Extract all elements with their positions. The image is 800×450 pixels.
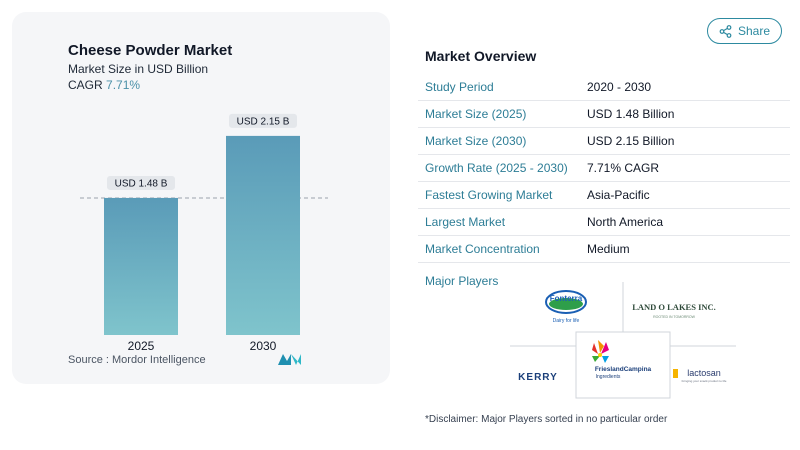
bar-2025 <box>104 197 178 335</box>
kerry-name: KERRY <box>518 372 558 383</box>
frieslandcampina-tagline: Ingredients <box>596 374 621 380</box>
overview-key: Growth Rate (2025 - 2030) <box>425 161 568 175</box>
source-text: Source : Mordor Intelligence <box>68 354 206 366</box>
share-button[interactable]: Share <box>707 18 782 44</box>
overview-key: Market Concentration <box>425 242 540 256</box>
overview-key: Study Period <box>425 80 494 94</box>
share-icon <box>719 24 732 38</box>
players-grid: Fonterra Dairy for life LAND O LAKES INC… <box>510 282 736 399</box>
chart-title: Cheese Powder Market <box>68 42 233 59</box>
land-o-lakes-logo-icon: LAND O LAKES INC. ROOTED IN TOMORROW <box>632 302 716 319</box>
overview-row: Growth Rate (2025 - 2030) 7.71% CAGR <box>418 155 790 182</box>
data-label: USD 1.48 B <box>115 178 168 189</box>
land-o-lakes-tagline: ROOTED IN TOMORROW <box>653 315 696 319</box>
overview-row: Study Period 2020 - 2030 <box>418 74 790 101</box>
overview-key: Fastest Growing Market <box>425 188 553 202</box>
frieslandcampina-name: FrieslandCampina <box>595 366 652 373</box>
overview-table: Study Period 2020 - 2030 Market Size (20… <box>418 74 790 263</box>
disclaimer: *Disclaimer: Major Players sorted in no … <box>425 414 668 425</box>
overview-row: Market Size (2025) USD 1.48 Billion <box>418 101 790 128</box>
overview-value: Medium <box>587 242 630 256</box>
data-label: USD 2.15 B <box>237 116 290 127</box>
lactosan-name: lactosan <box>687 368 721 378</box>
chart-subtitle: Market Size in USD Billion <box>68 62 209 76</box>
overview-value: USD 1.48 Billion <box>587 107 675 121</box>
lactosan-tagline: bringing your snack product to life <box>682 379 727 383</box>
overview-value: 7.71% CAGR <box>587 161 660 175</box>
data-label-bg <box>229 113 297 128</box>
lactosan-logo-icon: lactosan bringing your snack product to … <box>673 368 727 383</box>
bar-2030 <box>226 135 300 335</box>
fonterra-name: Fonterra <box>550 294 583 303</box>
category-label: 2030 <box>250 339 277 353</box>
overview-key: Largest Market <box>425 215 506 229</box>
data-label-bg <box>107 175 175 190</box>
kerry-logo-icon: KERRY <box>518 372 558 383</box>
cagr-value: 7.71% <box>106 78 141 92</box>
major-players-label: Major Players <box>425 274 499 288</box>
cagr-label: CAGR <box>68 78 103 92</box>
overview-value: USD 2.15 Billion <box>587 134 675 148</box>
land-o-lakes-name: LAND O LAKES INC. <box>632 302 716 312</box>
overview-row: Market Concentration Medium <box>418 236 790 263</box>
chart-cagr: CAGR 7.71% <box>68 78 140 92</box>
share-label: Share <box>737 24 771 38</box>
overview-row: Largest Market North America <box>418 209 790 236</box>
overview-title: Market Overview <box>425 48 537 64</box>
overview-value: North America <box>587 215 664 229</box>
overview-value: Asia-Pacific <box>587 188 650 202</box>
overview-value: 2020 - 2030 <box>587 80 652 94</box>
bar-chart: USD 1.48 B 2025 USD 2.15 B 2030 <box>80 113 328 353</box>
frieslandcampina-logo-icon: FrieslandCampina Ingredients <box>592 340 652 380</box>
fonterra-logo-icon: Fonterra Dairy for life <box>545 290 587 324</box>
fonterra-tagline: Dairy for life <box>553 318 580 324</box>
mordor-logo-icon <box>278 354 301 365</box>
overview-key: Market Size (2025) <box>425 107 527 121</box>
overview-key: Market Size (2030) <box>425 134 527 148</box>
overview-row: Fastest Growing Market Asia-Pacific <box>418 182 790 209</box>
overview-row: Market Size (2030) USD 2.15 Billion <box>418 128 790 155</box>
category-label: 2025 <box>128 339 155 353</box>
